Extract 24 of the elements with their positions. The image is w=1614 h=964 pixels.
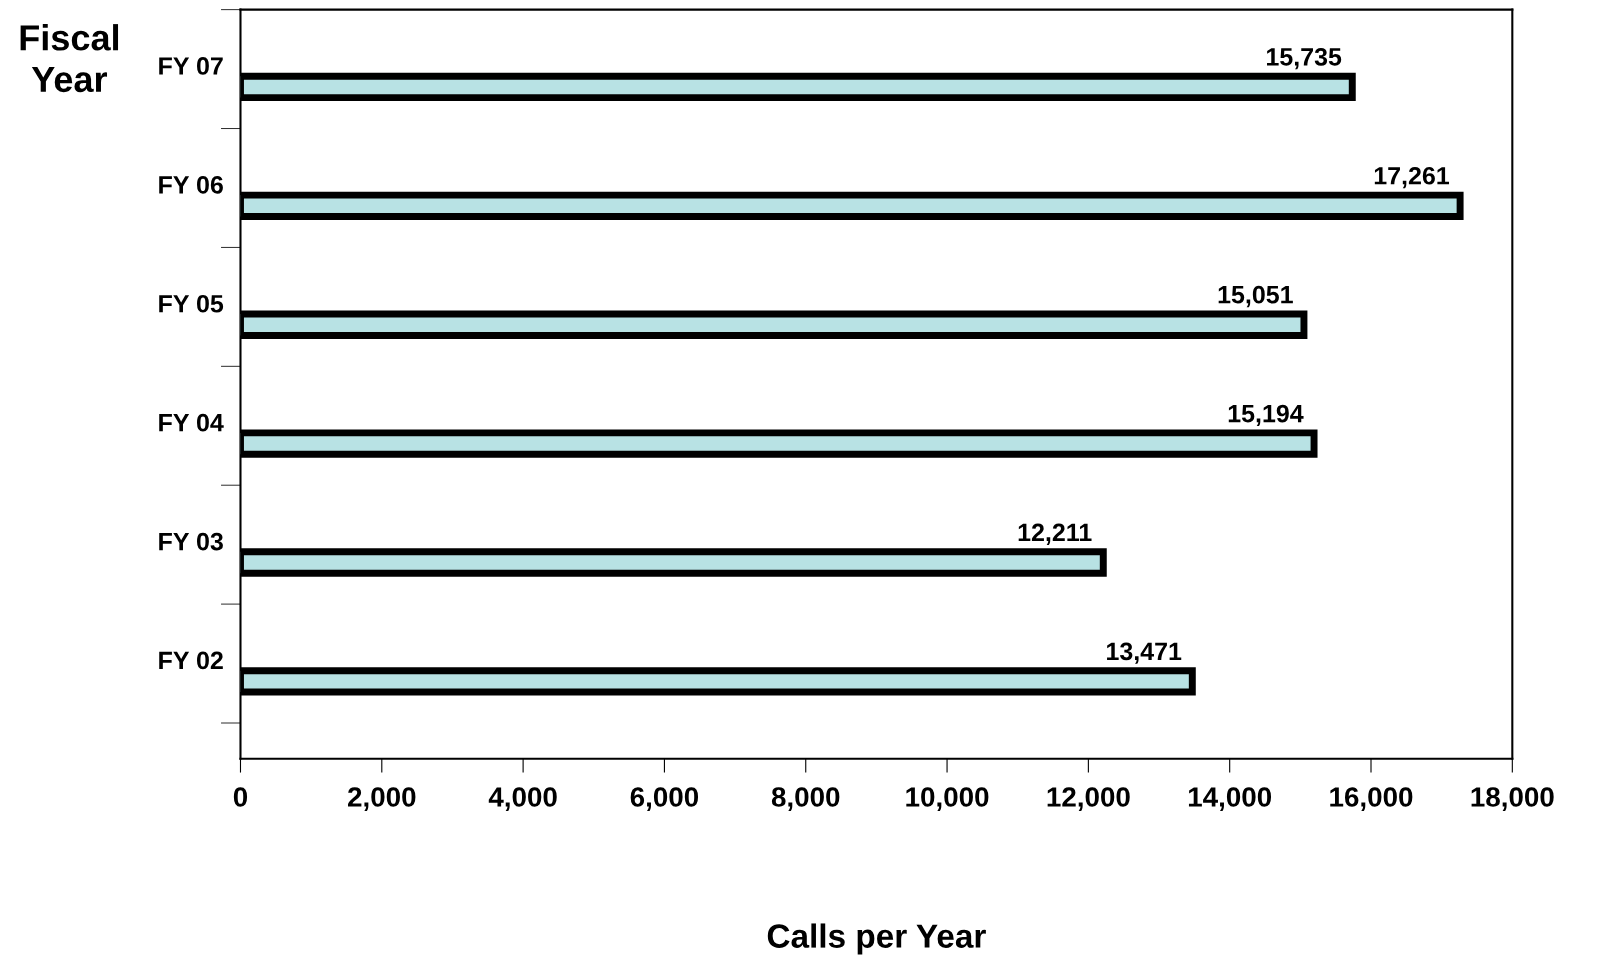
data-label: 15,051 [1218, 285, 1293, 308]
y-tick-label: FY 04 [159, 413, 224, 432]
y-tick-label: FY 06 [159, 176, 223, 194]
x-tick-label: 14,000 [1188, 787, 1272, 811]
x-tick-label: 2,000 [348, 787, 416, 811]
x-tick-label: 18,000 [1471, 787, 1554, 811]
data-label: 15,735 [1267, 48, 1342, 70]
y-tick-label: FY 02 [159, 651, 223, 670]
x-tick-label: 12,000 [1047, 787, 1130, 811]
data-label: 17,261 [1374, 166, 1450, 189]
data-label: 13,471 [1107, 642, 1182, 664]
x-axis-title: Calls per Year [767, 923, 986, 955]
x-tick-label: 4,000 [488, 787, 557, 811]
y-axis-title: Fiscal Year [20, 24, 119, 93]
x-tick-label: 0 [233, 787, 248, 807]
x-tick-label: 8,000 [771, 787, 840, 811]
x-tick-label: 10,000 [906, 787, 989, 811]
x-tick-label: 16,000 [1330, 787, 1413, 811]
data-label: 12,211 [1018, 523, 1092, 545]
y-tick-label: FY 03 [159, 532, 223, 551]
y-tick-label: FY 05 [159, 294, 224, 313]
data-label: 15,194 [1228, 404, 1304, 427]
x-tick-label: 6,000 [630, 787, 699, 811]
y-tick-label: FY 07 [159, 57, 223, 75]
